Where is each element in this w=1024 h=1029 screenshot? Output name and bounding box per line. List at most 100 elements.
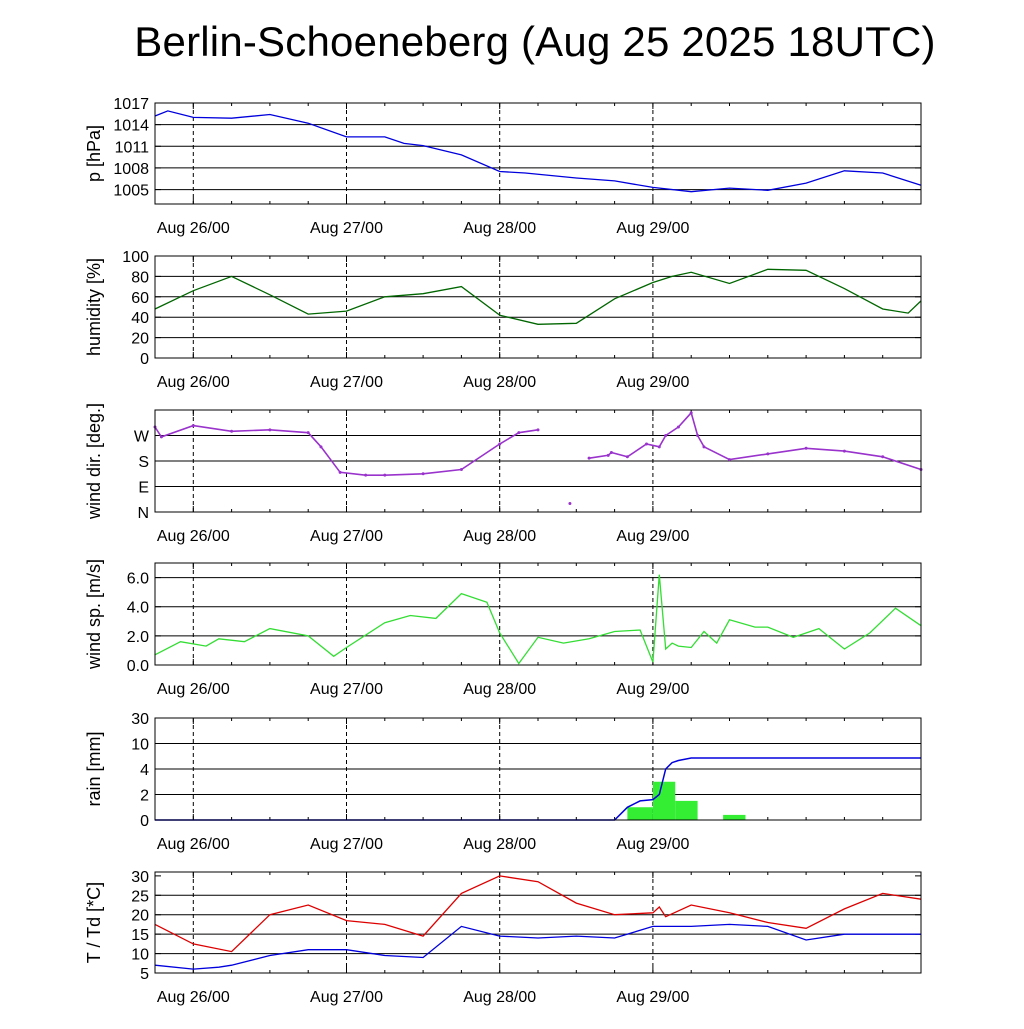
- wind-direction-point: [364, 473, 368, 477]
- x-tick-label: Aug 28/00: [463, 220, 536, 237]
- x-tick-label: Aug 28/00: [463, 528, 536, 545]
- panel-frame: [154, 871, 922, 974]
- wind-direction-point: [766, 452, 770, 456]
- panel-4: 0.0 2.0 4.0 6.0 wind sp. [m/s] Aug 26/00 Aug 2…: [84, 559, 922, 698]
- x-tick-label: Aug 27/00: [310, 528, 383, 545]
- x-tick-label: Aug 28/00: [463, 836, 536, 853]
- x-tick-label: Aug 26/00: [157, 989, 230, 1006]
- y-tick-label: 25: [131, 888, 149, 905]
- dewpoint-line: [154, 923, 921, 970]
- panel-frame: [154, 409, 922, 513]
- x-tick-label: Aug 27/00: [310, 681, 383, 698]
- y-axis-label: p [hPa]: [84, 125, 104, 182]
- x-tick-label: Aug 26/00: [157, 220, 230, 237]
- y-tick-label: 15: [131, 927, 149, 944]
- wind-direction-trace: [154, 411, 922, 476]
- y-tick-label: E: [138, 480, 149, 497]
- wind-direction-point: [230, 429, 234, 433]
- y-axis-label: T / Td [*C]: [84, 882, 104, 963]
- x-tick-label: Aug 27/00: [310, 836, 383, 853]
- y-tick-label: 4: [140, 762, 149, 779]
- rain-bar: [652, 781, 676, 820]
- wind-direction-point: [421, 472, 425, 476]
- wind-direction-point: [319, 445, 323, 449]
- chart-title: Berlin-Schoeneberg (Aug 25 2025 18UTC): [134, 18, 936, 65]
- rain-accumulation-line: [155, 757, 921, 821]
- wind-direction-point: [606, 453, 610, 457]
- x-tick-label: Aug 29/00: [616, 836, 689, 853]
- y-tick-label: 1008: [113, 161, 149, 178]
- y-tick-label: 5: [140, 966, 149, 983]
- x-tick-label: Aug 29/00: [616, 528, 689, 545]
- y-tick-label: 0.0: [127, 658, 149, 675]
- y-tick-label: 30: [131, 711, 149, 728]
- wind-direction-point: [702, 445, 706, 449]
- rain-bar: [675, 800, 698, 820]
- wind-direction-point: [609, 451, 613, 454]
- x-tick-label: Aug 29/00: [616, 989, 689, 1006]
- rain-bar: [627, 807, 653, 820]
- x-tick-label: Aug 27/00: [310, 989, 383, 1006]
- y-tick-label: 2.0: [127, 629, 149, 646]
- y-tick-label: S: [138, 454, 149, 471]
- wind-direction-point: [842, 449, 846, 453]
- wind-direction-point: [587, 456, 591, 460]
- y-tick-label: 100: [122, 249, 149, 266]
- y-axis-label: wind sp. [m/s]: [84, 559, 104, 670]
- y-tick-label: W: [134, 429, 150, 446]
- wind-direction-point: [696, 434, 700, 437]
- wind-direction-point: [159, 435, 163, 439]
- x-tick-label: Aug 26/00: [157, 374, 230, 391]
- series-line: [154, 110, 922, 193]
- x-tick-label: Aug 28/00: [463, 989, 536, 1006]
- wind-direction-point: [536, 428, 540, 432]
- y-tick-label: 10: [131, 947, 149, 964]
- y-axis-label: wind dir. [deg.]: [84, 403, 104, 520]
- wind-direction-point: [568, 502, 572, 505]
- wind-direction-point: [191, 424, 195, 428]
- y-tick-label: 4.0: [127, 600, 149, 617]
- wind-direction-point: [657, 445, 661, 449]
- y-tick-label: 0: [140, 351, 149, 368]
- y-tick-label: 60: [131, 290, 149, 307]
- y-tick-label: 20: [131, 908, 149, 925]
- y-tick-label: 1017: [113, 96, 149, 113]
- y-tick-label: 1011: [115, 139, 150, 156]
- wind-direction-point: [881, 455, 885, 459]
- panel-6: 5 10 15 20 25 30 T / Td [*C] Aug 26/00 Aug 27/00…: [84, 869, 922, 1006]
- wind-direction-point: [268, 428, 272, 432]
- y-tick-label: 0: [140, 813, 149, 830]
- wind-direction-point: [728, 458, 731, 462]
- panel-frame: [154, 102, 922, 205]
- wind-direction-point: [498, 442, 502, 446]
- x-tick-label: Aug 27/00: [310, 220, 383, 237]
- x-tick-label: Aug 26/00: [157, 681, 230, 698]
- series-line: [154, 574, 922, 665]
- wind-direction-point: [338, 470, 342, 474]
- y-axis-label: rain [mm]: [84, 731, 104, 806]
- y-tick-label: 30: [131, 869, 149, 886]
- wind-direction-point: [804, 446, 808, 450]
- x-tick-label: Aug 26/00: [157, 836, 230, 853]
- x-tick-label: Aug 27/00: [310, 374, 383, 391]
- wind-direction-point: [664, 434, 668, 437]
- x-tick-label: Aug 28/00: [463, 374, 536, 391]
- x-tick-label: Aug 29/00: [616, 374, 689, 391]
- x-tick-label: Aug 29/00: [616, 681, 689, 698]
- temperature-line: [154, 875, 922, 953]
- wind-direction-point: [383, 473, 387, 477]
- panel-1: 1005 1008 1011 1014 1017 p [hPa] Aug 26/00 Aug …: [84, 96, 922, 237]
- wind-direction-point: [645, 442, 649, 446]
- wind-direction-point: [689, 411, 693, 415]
- wind-direction-point: [306, 431, 310, 435]
- y-axis-label: humidity [%]: [84, 258, 104, 356]
- wind-direction-point: [625, 455, 629, 459]
- y-tick-label: 1005: [113, 183, 149, 200]
- rain-bar: [723, 814, 746, 820]
- y-tick-label: 6.0: [127, 571, 149, 588]
- y-tick-label: 1014: [113, 118, 149, 135]
- x-tick-label: Aug 28/00: [463, 681, 536, 698]
